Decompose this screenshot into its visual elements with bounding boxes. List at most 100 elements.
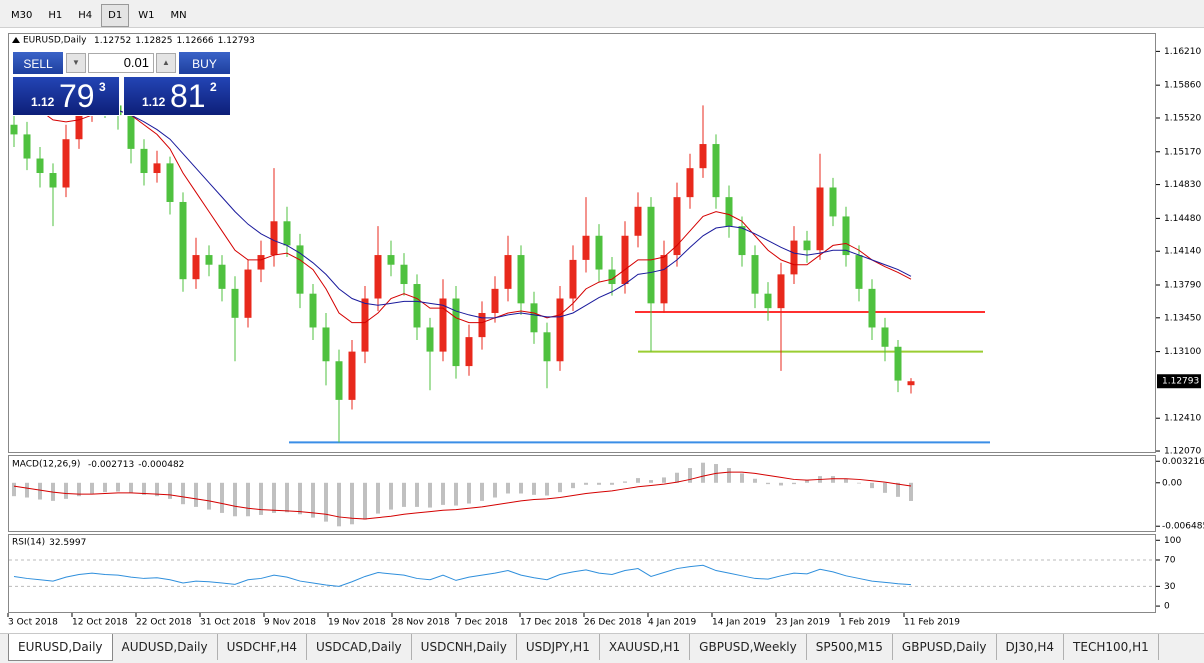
macd-value: -0.000482 (138, 460, 184, 470)
timeframe-button[interactable]: MN (170, 10, 187, 21)
macd-bar (623, 481, 627, 483)
y-tick-label: 1.14140 (1164, 247, 1201, 257)
macd-bar (662, 477, 666, 483)
moving-average (13, 80, 912, 319)
macd-bar (64, 482, 68, 499)
macd-bar (701, 462, 705, 483)
candle-body (712, 144, 720, 198)
macd-tick-label: -0.006485 (1162, 522, 1204, 532)
y-tick-label: 1.15860 (1164, 81, 1201, 91)
candle-body (725, 197, 733, 227)
macd-bar (428, 482, 432, 508)
y-tick-label: 1.14480 (1164, 214, 1201, 224)
chart-tab[interactable]: USDCAD,Daily (307, 634, 412, 660)
candle-body (686, 168, 694, 198)
macd-bar (467, 482, 471, 504)
rsi-tick-label: 0 (1164, 602, 1170, 612)
chart-tab[interactable]: USDCNH,Daily (412, 634, 517, 660)
macd-bar (38, 482, 42, 500)
candle-body (439, 298, 447, 352)
chart-tab[interactable]: USDCHF,H4 (218, 634, 308, 660)
macd-bar (610, 482, 614, 485)
macd-bar (636, 478, 640, 483)
candle-body (803, 240, 811, 251)
candle-body (530, 303, 538, 333)
macd-bar (116, 482, 120, 492)
macd-bar (207, 482, 211, 510)
buy-button[interactable]: BUY (178, 51, 231, 75)
macd-bar (909, 482, 913, 501)
candle-body (400, 264, 408, 285)
chart-tab[interactable]: XAUUSD,H1 (600, 634, 691, 660)
chart-tabs: EURUSD,Daily AUDUSD,Daily USDCHF,H4 USDCAD,… (0, 633, 1204, 663)
macd-bar (363, 482, 367, 520)
macd-bar (857, 482, 861, 484)
candle-body (634, 206, 642, 236)
chart-tab[interactable]: TECH100,H1 (1064, 634, 1159, 660)
candle-body (452, 298, 460, 367)
lot-input[interactable]: 0.01 (88, 53, 154, 73)
chart-tab[interactable]: SP500,M15 (807, 634, 893, 660)
chart-tab[interactable]: GBPUSD,Daily (893, 634, 997, 660)
price-panel (8, 33, 1156, 453)
rsi-line (13, 564, 912, 587)
macd-bar (298, 482, 302, 515)
timeframe-button[interactable]: D1 (101, 4, 130, 27)
bid-quote[interactable]: 1.12 79 3 (12, 76, 120, 116)
macd-bar (766, 482, 770, 485)
y-tick-label: 1.14830 (1164, 180, 1201, 190)
candle-body (699, 144, 707, 169)
candle-body (23, 134, 31, 159)
macd-signal (13, 471, 912, 520)
ask-quote[interactable]: 1.12 81 2 (123, 76, 231, 116)
candle-body (348, 351, 356, 400)
macd-bar (675, 472, 679, 483)
candle-body (621, 235, 629, 285)
x-tick-label: 1 Feb 2019 (840, 618, 891, 628)
moving-average (13, 90, 912, 324)
rsi-tick-label: 70 (1164, 556, 1176, 566)
macd-bar (844, 478, 848, 483)
candle-body (205, 255, 213, 265)
candle-body (374, 255, 382, 299)
sell-button[interactable]: SELL (12, 51, 64, 75)
macd-bar (558, 482, 562, 493)
macd-bar (545, 482, 549, 496)
y-tick-label: 1.12410 (1164, 414, 1201, 424)
candle-body (465, 337, 473, 367)
lot-down[interactable]: ▼ (66, 53, 86, 73)
candle-body (296, 245, 304, 294)
timeframe-toolbar: M30 H1 H4 D1 W1 MN (0, 0, 1204, 28)
bid-big: 1.12 (31, 95, 55, 109)
candle-body (582, 235, 590, 260)
x-tick-label: 9 Nov 2018 (264, 618, 316, 628)
current-price-box (1157, 374, 1201, 389)
chart-tab[interactable]: GBPUSD,Weekly (690, 634, 807, 660)
macd-label: MACD(12,26,9) (12, 460, 80, 470)
candle-body (504, 255, 512, 289)
macd-bar (896, 482, 900, 497)
candle-body (842, 216, 850, 256)
timeframe-button[interactable]: W1 (138, 10, 155, 21)
macd-bar (519, 482, 523, 494)
timeframe-button[interactable]: H1 (48, 10, 63, 21)
ohlc-value: 1.12825 (135, 36, 172, 46)
candle-body (673, 197, 681, 256)
collapse-icon[interactable] (12, 37, 20, 43)
candle-body (751, 255, 759, 294)
timeframe-button[interactable]: H4 (78, 10, 93, 21)
macd-bar (571, 482, 575, 489)
lot-up[interactable]: ▲ (156, 53, 176, 73)
chart-tab[interactable]: EURUSD,Daily (8, 634, 113, 661)
chart-tab[interactable]: AUDUSD,Daily (113, 634, 218, 660)
macd-bar (194, 482, 198, 507)
macd-bar (792, 482, 796, 485)
chart-tab[interactable]: USDJPY,H1 (517, 634, 600, 660)
chart-tab[interactable]: DJ30,H4 (997, 634, 1065, 660)
timeframe-button[interactable]: M30 (11, 10, 33, 21)
macd-value: -0.002713 (88, 460, 134, 470)
candle-body (283, 221, 291, 246)
candle-body (244, 269, 252, 318)
candle-body (62, 139, 70, 188)
